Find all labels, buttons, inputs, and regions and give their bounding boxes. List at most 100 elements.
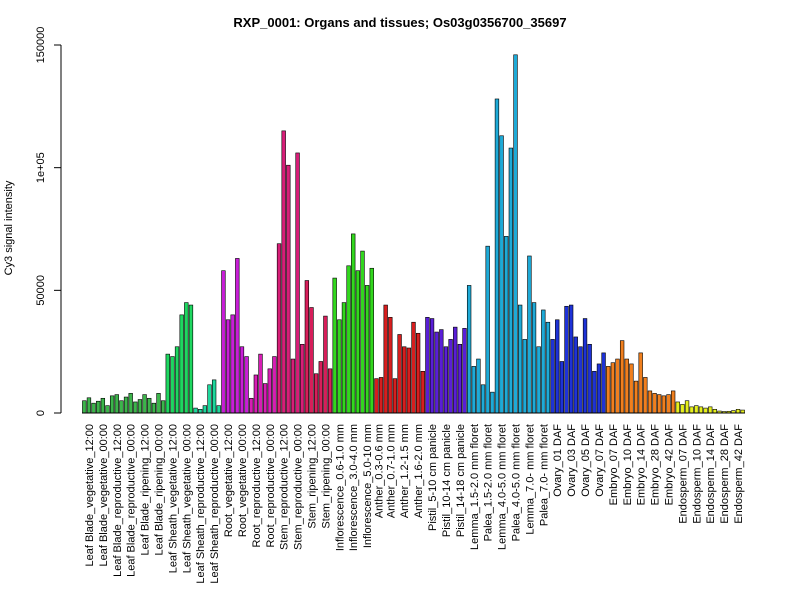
bar — [555, 319, 560, 414]
bar — [160, 400, 166, 414]
x-tick-label: Leaf Blade_reproductive_12:00 — [112, 424, 124, 577]
x-tick-label: Embryo_14 DAF — [636, 424, 648, 506]
bar — [712, 409, 718, 414]
bar — [147, 397, 152, 414]
bar — [211, 379, 217, 414]
bar — [429, 318, 435, 414]
x-tick-label: Leaf Blade_ripening_00:00 — [154, 424, 166, 556]
bar — [550, 339, 555, 414]
bar — [527, 255, 532, 414]
bar — [559, 361, 565, 414]
bar — [221, 270, 226, 414]
x-tick-label: Embryo_42 DAF — [664, 424, 676, 506]
bar — [694, 405, 699, 414]
bar — [184, 302, 189, 414]
bar — [596, 363, 602, 414]
bar — [249, 397, 254, 414]
bar — [91, 402, 96, 414]
bar — [137, 399, 143, 414]
bar — [397, 334, 402, 414]
bar — [402, 346, 407, 414]
x-tick-label: Inflorescence_3.0-4.0 mm — [348, 424, 360, 551]
bar — [703, 407, 708, 414]
x-tick-label: Embryo_10 DAF — [622, 424, 634, 506]
x-tick-label: Leaf Sheath_vegetative_12:00 — [167, 424, 179, 573]
bar — [392, 378, 398, 414]
bar — [629, 363, 634, 414]
x-tick-label: Root_vegetative_12:00 — [223, 424, 235, 537]
x-tick-label: Lemma_7.0- mm floret — [524, 424, 536, 535]
bar — [545, 321, 551, 414]
bar — [346, 265, 351, 414]
bar — [128, 393, 133, 414]
x-tick-label: Ovary_05 DAF — [580, 424, 592, 497]
bar — [582, 318, 588, 414]
x-tick-label: Palea_7.0- mm floret — [538, 424, 550, 526]
x-tick-label: Leaf Sheath_vegetative_00:00 — [181, 424, 193, 573]
y-tick-label: 150000 — [35, 27, 47, 64]
y-tick-label: 1e+05 — [35, 152, 47, 183]
x-tick-label: Palea_4.0-5.0 mm floret — [511, 424, 523, 541]
bar — [522, 339, 527, 414]
bar — [448, 339, 453, 414]
bar — [323, 315, 328, 414]
bar — [420, 370, 425, 414]
bar — [355, 270, 361, 414]
bars — [82, 54, 745, 414]
x-tick-label: Root_reproductive_12:00 — [251, 424, 263, 548]
bar — [633, 380, 639, 414]
bar — [281, 130, 286, 414]
bar — [119, 400, 124, 414]
bar — [313, 373, 319, 414]
bar — [374, 378, 379, 414]
bar — [300, 344, 305, 414]
y-axis-ticks: 0 50000 1e+05 150000 — [35, 27, 61, 416]
bar — [453, 326, 458, 414]
bar — [96, 400, 101, 414]
bar — [388, 317, 393, 414]
bar — [193, 407, 198, 414]
bar — [587, 344, 592, 414]
bar — [578, 346, 583, 414]
bar — [601, 352, 606, 414]
x-tick-label: Endosperm_14 DAF — [705, 424, 717, 524]
bar — [114, 394, 119, 414]
bar — [309, 307, 314, 414]
bar — [434, 331, 439, 414]
bar — [680, 404, 685, 414]
bar — [666, 394, 671, 414]
bar — [657, 394, 662, 414]
bar — [351, 233, 356, 414]
bar — [624, 358, 629, 414]
bar — [573, 336, 578, 414]
bar — [457, 344, 463, 414]
x-tick-label: Ovary_01 DAF — [552, 424, 564, 497]
bar — [647, 390, 653, 414]
bar — [652, 393, 657, 414]
bar — [109, 395, 115, 414]
bar — [383, 304, 388, 414]
bar — [105, 405, 110, 414]
bar — [230, 314, 235, 414]
bar — [253, 374, 259, 414]
bar — [133, 401, 138, 414]
bar — [485, 245, 490, 414]
bar — [406, 347, 412, 414]
bar — [276, 243, 282, 414]
bar — [198, 409, 203, 414]
bar — [378, 377, 384, 414]
bar — [536, 346, 541, 414]
x-tick-label: Palea_1.5-2.0 mm floret — [483, 424, 495, 541]
bar — [439, 329, 444, 414]
x-tick-label: Anther_1.2-1.5 mm — [399, 424, 411, 518]
x-tick-label: Inflorescence_5.0-10 mm — [362, 424, 374, 548]
bar — [643, 377, 648, 414]
bar — [462, 328, 467, 414]
bar — [443, 346, 449, 414]
x-tick-label: Leaf Sheath_reproductive_00:00 — [209, 424, 221, 584]
bar — [689, 406, 694, 414]
bar — [82, 400, 87, 414]
x-tick-label: Leaf Blade_vegetative_12:00 — [84, 424, 96, 567]
x-tick-label: Stem_ripening_00:00 — [320, 424, 332, 529]
